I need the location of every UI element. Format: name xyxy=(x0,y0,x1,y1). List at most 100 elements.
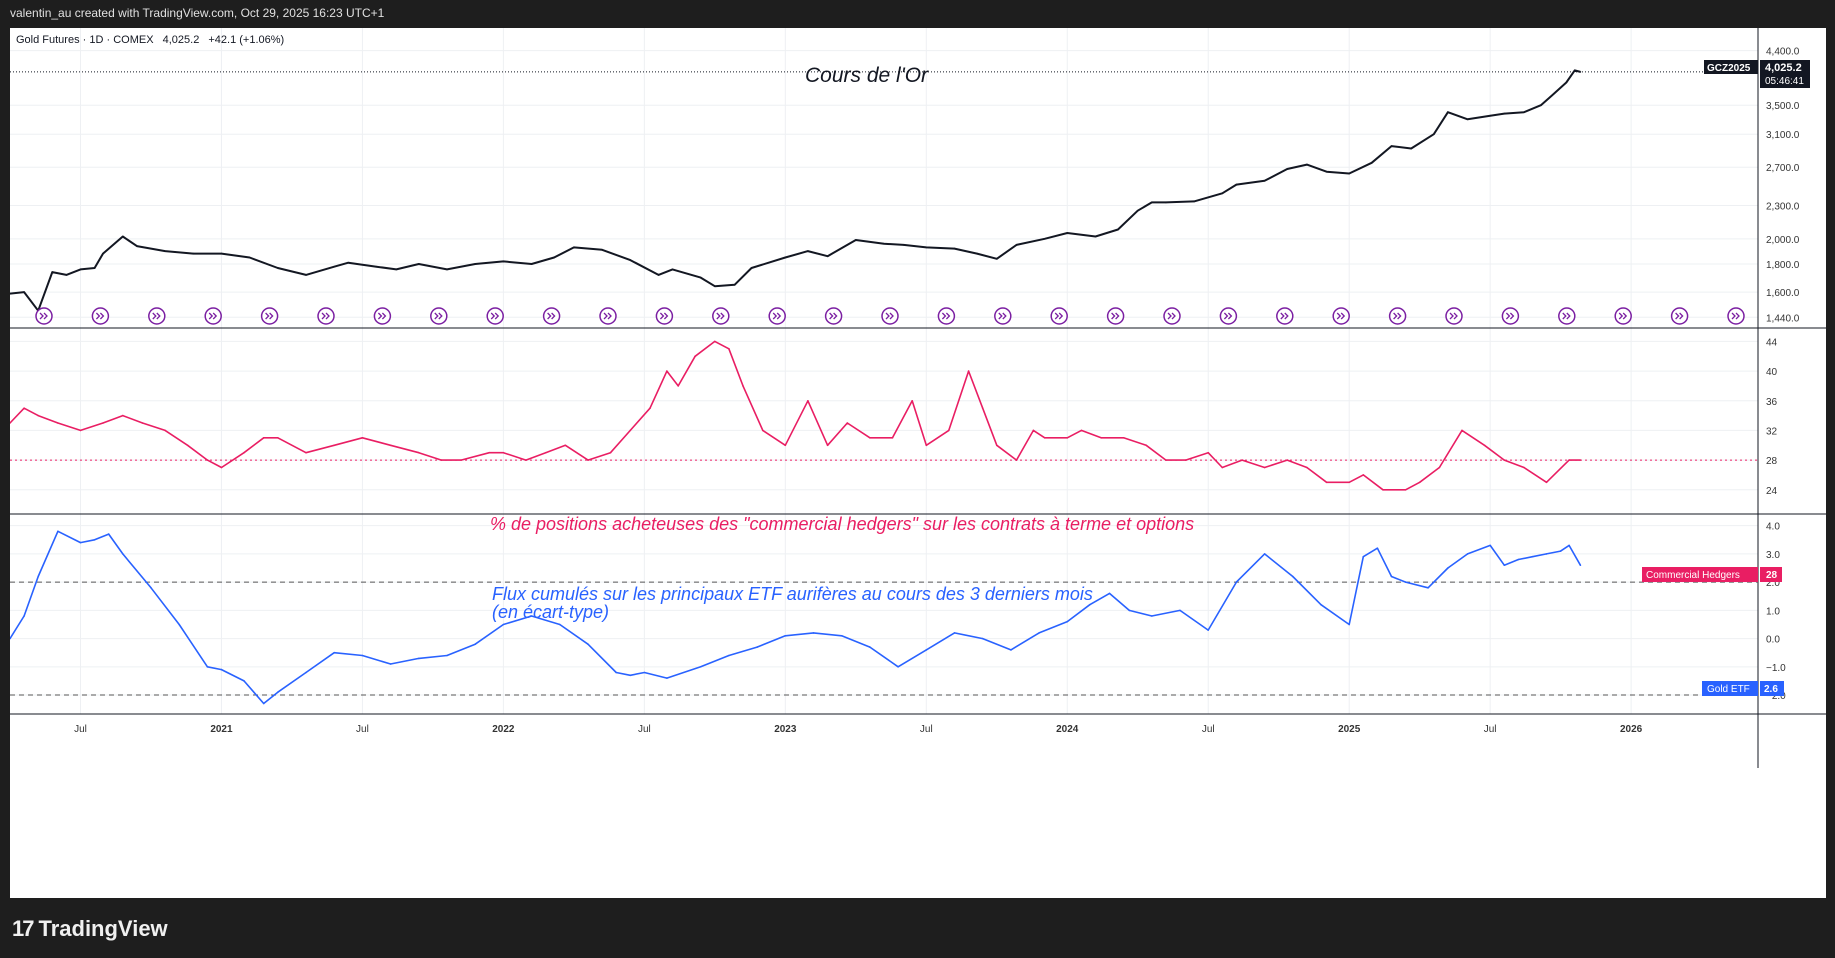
hedgers-data-point xyxy=(1325,481,1328,484)
hedgers-data-point xyxy=(1438,466,1441,469)
price-data-point xyxy=(79,268,82,271)
event-marker-icon[interactable] xyxy=(1445,307,1463,325)
etf-data-point xyxy=(756,646,758,648)
hedgers-data-point xyxy=(728,348,730,350)
price-data-point xyxy=(629,259,632,261)
price-data-point xyxy=(1503,112,1506,115)
event-marker-icon[interactable] xyxy=(994,307,1012,325)
event-marker-icon[interactable] xyxy=(599,307,617,325)
hedgers-data-point xyxy=(1286,459,1288,461)
hedgers-data-point xyxy=(677,385,679,387)
etf-data-point xyxy=(953,632,956,634)
event-marker-icon[interactable] xyxy=(373,307,392,325)
etf-data-point xyxy=(1207,629,1209,631)
hedgers-data-point xyxy=(1579,459,1582,461)
etf-badge-value: 2.6 xyxy=(1764,684,1778,695)
event-marker-icon[interactable] xyxy=(768,307,786,325)
event-marker-icon[interactable] xyxy=(204,307,222,325)
price-y-tick-label: 2,300.0 xyxy=(1766,201,1800,212)
price-data-point xyxy=(925,246,928,249)
price-data-point xyxy=(446,268,448,271)
event-marker-icon[interactable] xyxy=(1614,307,1632,325)
price-data-point xyxy=(502,260,505,263)
event-marker-icon[interactable] xyxy=(430,307,448,325)
price-data-point xyxy=(277,267,279,269)
etf-data-point xyxy=(23,615,25,617)
event-marker-icon[interactable] xyxy=(260,307,279,325)
hedgers-y-tick-label: 28 xyxy=(1766,456,1778,467)
chart-frame[interactable]: 4,400.0 3,500.0 3,100.0 2,700.0 2,300.0 2,000… xyxy=(10,28,1826,898)
etf-pane-subtitle: (en écart-type) xyxy=(492,602,609,622)
hedgers-data-point xyxy=(1015,459,1018,461)
price-data-point xyxy=(1551,94,1553,96)
event-marker-icon[interactable] xyxy=(486,307,504,325)
etf-data-point xyxy=(1404,581,1407,583)
etf-data-point xyxy=(1559,550,1562,552)
event-marker-icon[interactable] xyxy=(148,307,166,325)
price-data-point xyxy=(1094,235,1097,238)
etf-data-point xyxy=(474,643,477,645)
event-marker-icon[interactable] xyxy=(655,307,674,325)
price-data-point xyxy=(784,256,787,259)
etf-data-point xyxy=(220,668,223,671)
x-tick-label: Jul xyxy=(920,724,933,735)
etf-data-point xyxy=(643,671,646,674)
price-data-point xyxy=(553,256,555,259)
price-data-point xyxy=(1410,147,1412,150)
etf-data-point xyxy=(333,651,336,654)
tradingview-logo[interactable]: 17 TradingView xyxy=(12,916,168,942)
event-marker-icon[interactable] xyxy=(1276,307,1294,325)
chart-svg[interactable]: 4,400.0 3,500.0 3,100.0 2,700.0 2,300.0 2,000… xyxy=(10,28,1826,898)
event-marker-icon[interactable] xyxy=(824,307,843,325)
event-marker-icon[interactable] xyxy=(1388,307,1407,325)
price-data-point xyxy=(1390,145,1393,147)
event-marker-icon[interactable] xyxy=(1219,307,1238,325)
hedgers-data-point xyxy=(1207,451,1209,454)
price-data-point xyxy=(902,244,905,246)
hedgers-data-point xyxy=(1503,459,1506,461)
event-marker-icon[interactable] xyxy=(1727,307,1745,325)
price-data-point xyxy=(1489,114,1491,117)
event-marker-icon[interactable] xyxy=(317,307,335,325)
etf-y-tick-label: −1.0 xyxy=(1766,663,1786,674)
hedgers-data-point xyxy=(587,459,589,461)
hedgers-data-point xyxy=(1100,437,1102,439)
etf-data-point xyxy=(1568,544,1570,547)
axis-layer: 4,400.0 3,500.0 3,100.0 2,700.0 2,300.0 2,000… xyxy=(74,47,1800,735)
event-marker-icon[interactable] xyxy=(91,307,110,325)
price-data-point xyxy=(1066,232,1069,234)
x-tick-label: 2022 xyxy=(492,724,515,735)
price-data-point xyxy=(93,267,96,269)
etf-data-point xyxy=(784,635,787,637)
x-tick-label: 2021 xyxy=(210,724,233,735)
event-marker-icon[interactable] xyxy=(35,307,53,325)
hedgers-data-point xyxy=(186,444,189,447)
event-marker-icon[interactable] xyxy=(1106,307,1125,325)
event-marker-icon[interactable] xyxy=(1501,307,1520,325)
event-marker-icon[interactable] xyxy=(881,307,899,325)
etf-data-point xyxy=(812,632,815,634)
hedgers-badge-name: Commercial Hedgers xyxy=(1646,570,1740,581)
hedgers-data-point xyxy=(1523,466,1525,469)
etf-data-point xyxy=(37,575,39,578)
etf-y-tick-label: 3.0 xyxy=(1766,550,1780,561)
event-marker-icon[interactable] xyxy=(1670,307,1689,325)
event-marker-icon[interactable] xyxy=(712,307,730,325)
etf-data-point xyxy=(1362,555,1365,558)
event-marker-icon[interactable] xyxy=(1332,307,1350,325)
event-marker-icon[interactable] xyxy=(542,307,561,325)
price-badge-symbol: GCZ2025 xyxy=(1707,63,1751,74)
hedgers-data-point xyxy=(460,459,462,461)
etf-data-point xyxy=(1151,615,1153,617)
etf-data-point xyxy=(1089,603,1091,606)
price-data-point xyxy=(530,263,533,265)
hedgers-data-point xyxy=(57,422,59,424)
hedgers-data-point xyxy=(1165,459,1167,461)
event-marker-icon[interactable] xyxy=(1558,307,1576,325)
etf-data-point xyxy=(178,623,180,626)
hedgers-data-point xyxy=(1568,459,1570,461)
event-marker-icon[interactable] xyxy=(1163,307,1181,325)
etf-data-point xyxy=(1427,587,1429,589)
event-marker-icon[interactable] xyxy=(1050,307,1068,325)
event-marker-icon[interactable] xyxy=(937,307,956,325)
